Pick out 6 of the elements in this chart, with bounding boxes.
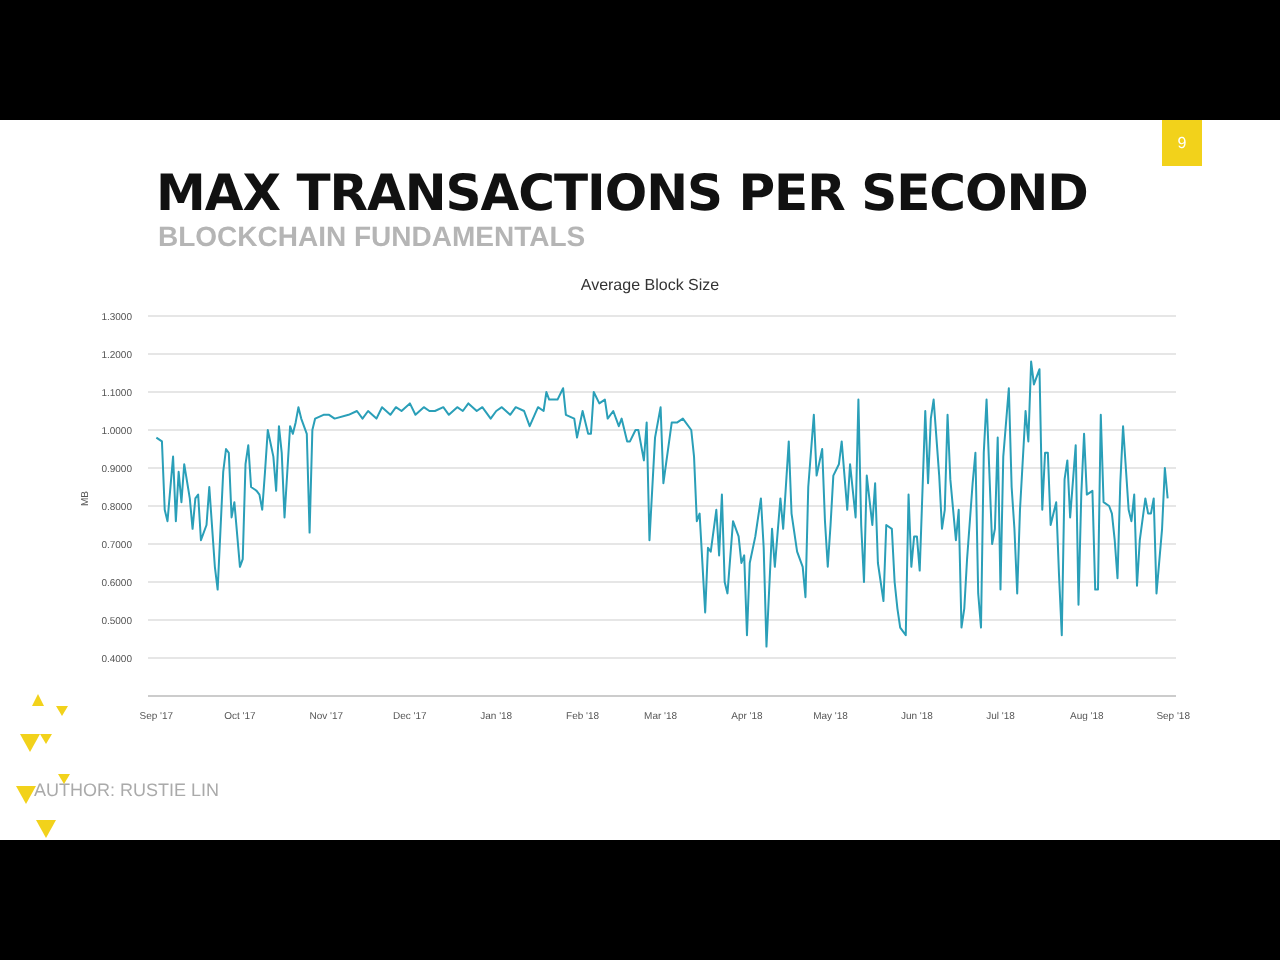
- chart-title: Average Block Size: [578, 276, 722, 294]
- text: AUTHOR: RUSTIE LIN: [34, 780, 220, 800]
- text: MAX TRANSACTIONS PER SECOND: [156, 164, 1088, 222]
- line-series: [155, 360, 1169, 648]
- text: 9: [1162, 120, 1202, 166]
- text: BLOCKCHAIN FUNDAMENTALS: [158, 220, 586, 252]
